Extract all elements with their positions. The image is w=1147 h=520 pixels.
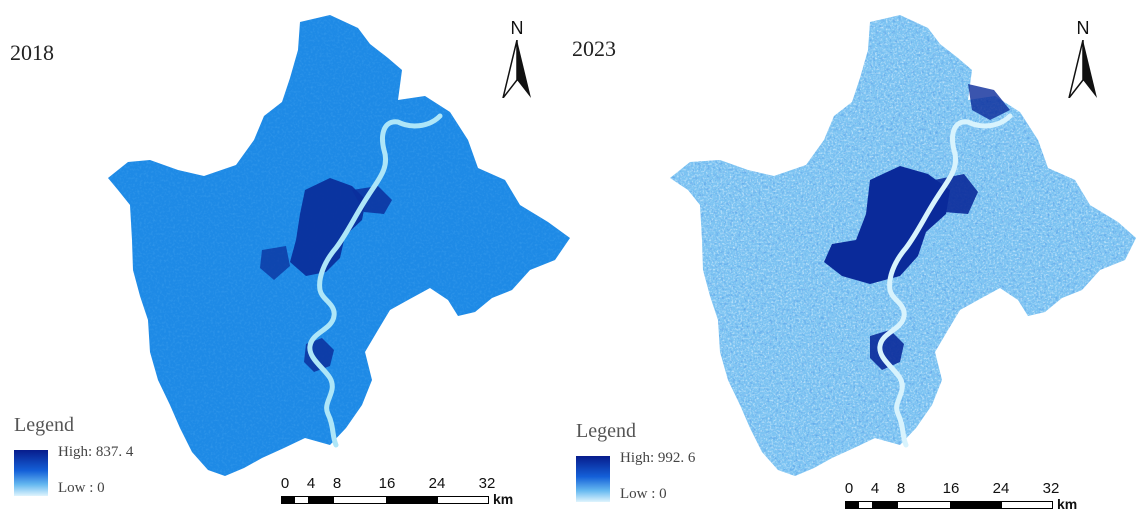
urban-area — [290, 178, 366, 276]
scale-tick: 24 — [428, 475, 446, 492]
scale-tick: 4 — [306, 475, 316, 492]
scale-tick: 0 — [844, 480, 854, 497]
scale-tick: 32 — [1042, 480, 1060, 497]
scale-bar-graphic — [845, 501, 1053, 509]
map-year-label: 2023 — [572, 36, 616, 61]
north-arrow-icon — [1068, 40, 1097, 98]
scale-unit: km — [1057, 496, 1078, 512]
scale-tick: 32 — [478, 475, 496, 492]
scale-unit: km — [493, 491, 514, 507]
map-panel-2018: 2018 N Legend High: 837. 4 Low : 0 0 4 8… — [0, 0, 570, 520]
scale-bar: 0 4 8 16 24 32 km — [845, 480, 1085, 520]
legend-color-ramp — [14, 450, 48, 496]
north-arrow-icon — [502, 40, 531, 98]
legend-high-value: 837. 4 — [95, 444, 134, 460]
urban-area — [870, 330, 904, 370]
region-map-2023 — [670, 15, 1136, 476]
scale-bar: 0 4 8 16 24 32 km — [281, 475, 521, 515]
legend-high: High: 992. 6 — [620, 450, 695, 467]
river — [877, 113, 1013, 448]
scale-tick: 16 — [942, 480, 960, 497]
legend-high-label: High: — [620, 450, 655, 466]
urban-area — [968, 84, 1010, 120]
legend-low-value: 0 — [97, 480, 105, 496]
scale-tick: 0 — [280, 475, 290, 492]
north-arrow: N — [497, 18, 537, 98]
scale-tick: 8 — [896, 480, 906, 497]
map-year-label: 2018 — [10, 40, 54, 65]
urban-area — [824, 166, 950, 284]
legend-color-ramp — [576, 456, 610, 502]
scale-bar-graphic — [281, 496, 489, 504]
north-label: N — [510, 18, 524, 38]
legend-high: High: 837. 4 — [58, 444, 133, 461]
legend-title: Legend — [14, 414, 74, 436]
north-arrow: N — [1063, 18, 1103, 98]
legend-low: Low : 0 — [58, 480, 105, 497]
river — [307, 113, 443, 448]
legend-low-value: 0 — [659, 486, 667, 502]
scale-tick: 16 — [378, 475, 396, 492]
legend-high-value: 992. 6 — [657, 450, 696, 466]
legend-high-label: High: — [58, 444, 93, 460]
urban-area — [260, 246, 290, 280]
legend-low-label: Low : — [58, 480, 94, 496]
scale-tick: 8 — [332, 475, 342, 492]
region-map-2018 — [108, 15, 570, 476]
north-label: N — [1076, 18, 1090, 38]
legend-title: Legend — [576, 420, 636, 442]
scale-tick: 24 — [992, 480, 1010, 497]
scale-tick: 4 — [870, 480, 880, 497]
map-panel-2023: 2023 N Legend High: 992. 6 Low : 0 0 4 8… — [570, 0, 1147, 520]
legend-low-label: Low : — [620, 486, 656, 502]
legend-low: Low : 0 — [620, 486, 667, 503]
